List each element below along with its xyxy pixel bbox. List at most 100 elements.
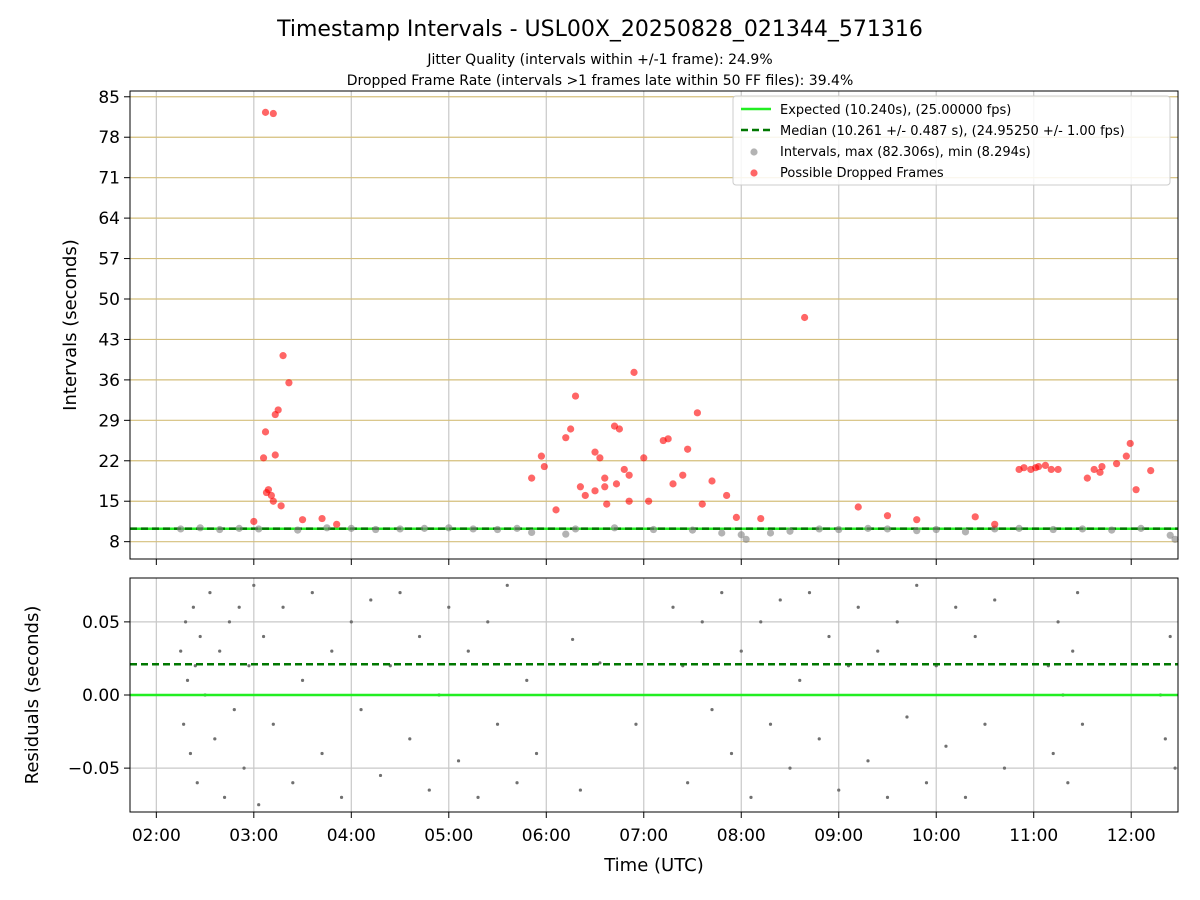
dropped-frame-point xyxy=(279,352,287,360)
residuals-ytick-label: 0.05 xyxy=(82,613,120,633)
residual-point xyxy=(1173,766,1177,770)
residual-point xyxy=(1051,751,1055,756)
residual-point xyxy=(198,634,202,639)
residual-point xyxy=(330,649,334,653)
interval-point xyxy=(445,524,453,532)
legend-dropped-label: Possible Dropped Frames xyxy=(780,166,944,181)
legend-expected-label: Expected (10.240s), (25.00000 fps) xyxy=(780,103,1011,118)
residual-point xyxy=(466,649,470,653)
residual-point xyxy=(1002,766,1007,770)
residual-point xyxy=(320,751,324,756)
x-tick-label: 10:00 xyxy=(912,826,961,846)
residual-point xyxy=(788,766,792,770)
residual-point xyxy=(525,678,529,682)
dropped-frame-point xyxy=(601,474,609,482)
interval-point xyxy=(396,525,404,533)
dropped-frame-point xyxy=(552,506,560,514)
residual-point xyxy=(749,795,753,799)
dropped-frame-point xyxy=(679,471,687,479)
interval-point xyxy=(571,525,580,533)
dropped-frame-point xyxy=(1054,465,1062,474)
intervals-ytick-label: 57 xyxy=(98,250,120,270)
residual-point xyxy=(191,605,195,609)
residual-point xyxy=(271,722,275,726)
dropped-frame-point xyxy=(1122,452,1130,460)
dropped-frame-point xyxy=(708,477,716,485)
dropped-frame-point xyxy=(274,406,282,414)
residual-point xyxy=(369,598,373,602)
residual-point xyxy=(456,759,461,763)
interval-point xyxy=(294,526,302,534)
residual-point xyxy=(778,598,782,602)
x-tick-label: 04:00 xyxy=(327,826,376,846)
dropped-frame-point xyxy=(591,487,599,495)
legend-intervals-swatch xyxy=(750,148,758,156)
residual-point xyxy=(963,795,968,799)
residual-point xyxy=(915,583,919,587)
dropped-frame-point xyxy=(1047,465,1055,474)
residual-point xyxy=(876,649,880,653)
residual-point xyxy=(1163,737,1167,741)
residual-point xyxy=(227,620,232,624)
interval-point xyxy=(718,529,726,537)
residual-point xyxy=(213,737,217,741)
residual-point xyxy=(486,620,490,624)
residual-point xyxy=(339,795,344,799)
dropped-frame-point xyxy=(250,517,258,526)
residual-point xyxy=(515,781,519,785)
residual-point xyxy=(349,620,353,624)
residual-point xyxy=(700,620,704,624)
dropped-frame-point xyxy=(732,513,740,522)
chart-subtitle-dropped: Dropped Frame Rate (intervals >1 frames … xyxy=(347,73,854,89)
dropped-frame-point xyxy=(1090,465,1098,474)
residual-point xyxy=(634,722,638,726)
legend-dropped-swatch xyxy=(750,169,758,177)
intervals-axes-frame xyxy=(129,90,1179,560)
dropped-frame-point xyxy=(269,109,277,118)
residual-point xyxy=(1168,634,1172,639)
dropped-frame-point xyxy=(913,516,921,524)
residual-point xyxy=(817,737,821,741)
dropped-frame-point xyxy=(269,497,277,505)
dropped-frame-point xyxy=(1147,467,1155,475)
residual-point xyxy=(242,766,246,770)
legend-intervals-label: Intervals, max (82.306s), min (8.294s) xyxy=(780,145,1031,160)
intervals-ytick-label: 15 xyxy=(98,492,120,512)
dropped-frame-point xyxy=(1041,461,1050,469)
x-tick-label: 07:00 xyxy=(619,826,668,846)
residuals-ytick-label: −0.05 xyxy=(68,759,120,779)
residuals-points xyxy=(179,583,1177,807)
interval-point xyxy=(513,524,521,532)
residual-point xyxy=(310,591,314,595)
residual-point xyxy=(237,605,241,609)
legend-box xyxy=(732,95,1171,186)
intervals-ytick-label: 43 xyxy=(98,330,120,350)
dropped-frame-point xyxy=(693,409,701,417)
intervals-ytick-label: 78 xyxy=(98,128,120,148)
x-axis-label: Time (UTC) xyxy=(603,855,704,876)
dropped-frame-point xyxy=(540,462,548,471)
residual-point xyxy=(247,664,251,668)
residual-point xyxy=(408,737,412,741)
dropped-frame-point xyxy=(1126,439,1134,448)
dropped-frame-point xyxy=(262,488,271,497)
dropped-frame-point xyxy=(645,497,653,505)
dropped-frame-point xyxy=(277,502,285,510)
x-tick-label: 09:00 xyxy=(814,826,863,846)
dropped-frame-point xyxy=(259,454,268,462)
dropped-frame-point xyxy=(883,512,892,520)
interval-point xyxy=(420,524,429,532)
dropped-frame-point xyxy=(698,500,706,508)
intervals-ytick-label: 22 xyxy=(98,452,120,472)
residual-point xyxy=(866,759,870,763)
residual-point xyxy=(598,661,602,665)
residual-point xyxy=(729,751,734,756)
residual-point xyxy=(179,649,183,653)
dropped-frame-point xyxy=(612,480,621,488)
residual-point xyxy=(291,781,295,785)
dropped-frame-point xyxy=(1096,468,1104,476)
residual-point xyxy=(378,773,383,778)
dropped-frame-point xyxy=(596,454,604,462)
residual-point xyxy=(447,605,451,609)
residual-point xyxy=(759,620,763,624)
